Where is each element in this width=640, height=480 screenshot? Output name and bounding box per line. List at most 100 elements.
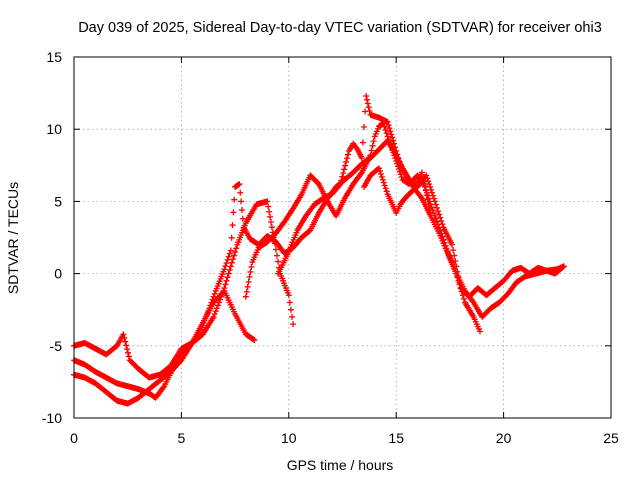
data-point: [381, 123, 388, 130]
x-tick-label-15: 15: [388, 430, 404, 446]
data-point: [366, 108, 373, 115]
data-point: [226, 250, 233, 257]
data-point: [384, 133, 391, 140]
data-point: [439, 233, 446, 240]
data-point: [559, 264, 566, 271]
data-point: [124, 346, 131, 353]
data-point: [435, 208, 442, 215]
data-point: [120, 331, 127, 338]
data-point: [233, 245, 240, 252]
data-point: [287, 306, 294, 313]
data-point: [443, 245, 450, 252]
data-point: [359, 139, 366, 146]
data-point: [442, 242, 449, 249]
data-point: [432, 215, 439, 222]
data-point: [226, 266, 233, 273]
data-point: [206, 305, 213, 312]
data-point: [268, 224, 275, 231]
data-point: [223, 277, 230, 284]
data-point: [238, 198, 245, 205]
data-point: [432, 201, 439, 208]
data-point: [275, 258, 282, 265]
data-point: [243, 288, 250, 295]
data-point: [386, 138, 393, 145]
data-point: [357, 170, 364, 177]
data-point: [431, 212, 438, 219]
data-point: [272, 246, 279, 253]
data-point: [425, 200, 432, 207]
data-point: [207, 302, 214, 309]
data-point: [379, 176, 386, 183]
data-point: [289, 313, 296, 320]
data-point: [231, 252, 238, 259]
data-point: [391, 152, 398, 159]
data-point: [441, 239, 448, 246]
data-point: [339, 173, 346, 180]
data-point: [419, 174, 426, 181]
data-point: [450, 247, 457, 254]
data-point: [452, 257, 459, 264]
data-point: [385, 136, 392, 143]
y-axis-label: SDTVAR / TECUs: [5, 182, 21, 294]
data-point: [221, 266, 228, 273]
data-point: [227, 263, 234, 270]
data-point: [340, 170, 347, 177]
data-point: [125, 349, 132, 356]
data-point: [451, 252, 458, 259]
data-point: [429, 192, 436, 199]
data-point: [360, 124, 367, 131]
data-point: [231, 196, 238, 203]
data-point: [376, 168, 383, 175]
series-track-6: [360, 165, 434, 216]
data-point: [160, 384, 167, 391]
data-point: [420, 178, 427, 185]
data-point: [398, 174, 405, 181]
x-tick-label-10: 10: [281, 430, 297, 446]
data-point: [369, 142, 376, 149]
data-point: [440, 236, 447, 243]
data-point: [456, 279, 463, 286]
data-point: [214, 302, 221, 309]
data-point: [341, 166, 348, 173]
data-point: [427, 209, 434, 216]
data-point: [264, 198, 271, 205]
data-point: [210, 313, 217, 320]
data-point: [455, 274, 462, 281]
data-point: [469, 298, 476, 305]
data-point: [422, 187, 429, 194]
x-axis-label: GPS time / hours: [287, 457, 394, 473]
data-point: [436, 211, 443, 218]
data-point: [342, 162, 349, 169]
data-point: [268, 219, 275, 226]
data-point: [423, 172, 430, 179]
data-point: [246, 273, 253, 280]
data-point: [438, 230, 445, 237]
data-point: [391, 140, 398, 147]
data-point: [389, 134, 396, 141]
data-point: [222, 263, 229, 270]
data-point: [418, 169, 425, 176]
data-point: [205, 308, 212, 315]
data-point: [367, 152, 374, 159]
data-point: [125, 353, 132, 360]
data-point: [219, 290, 226, 297]
plot-frame: [73, 56, 612, 419]
data-point: [383, 188, 390, 195]
data-point: [370, 138, 377, 145]
data-point: [427, 183, 434, 190]
gridlines: [74, 57, 611, 418]
data-point: [424, 175, 431, 182]
data-point: [434, 204, 441, 211]
data-point: [431, 198, 438, 205]
data-point: [560, 263, 567, 270]
x-tick-label-25: 25: [603, 430, 619, 446]
data-point: [290, 321, 297, 328]
series-track-3: [71, 137, 567, 401]
data-point: [363, 92, 370, 99]
data-point: [384, 118, 391, 125]
data-point: [394, 151, 401, 158]
data-point: [430, 195, 437, 202]
data-point: [425, 195, 432, 202]
data-point: [244, 283, 251, 290]
data-point: [449, 241, 456, 248]
